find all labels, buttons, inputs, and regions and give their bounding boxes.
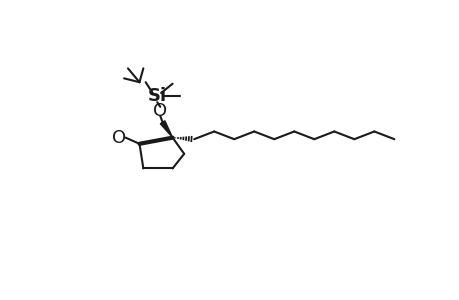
Text: O: O (112, 129, 125, 147)
Text: Si: Si (147, 87, 167, 105)
Text: O: O (153, 103, 167, 121)
Polygon shape (160, 121, 172, 138)
